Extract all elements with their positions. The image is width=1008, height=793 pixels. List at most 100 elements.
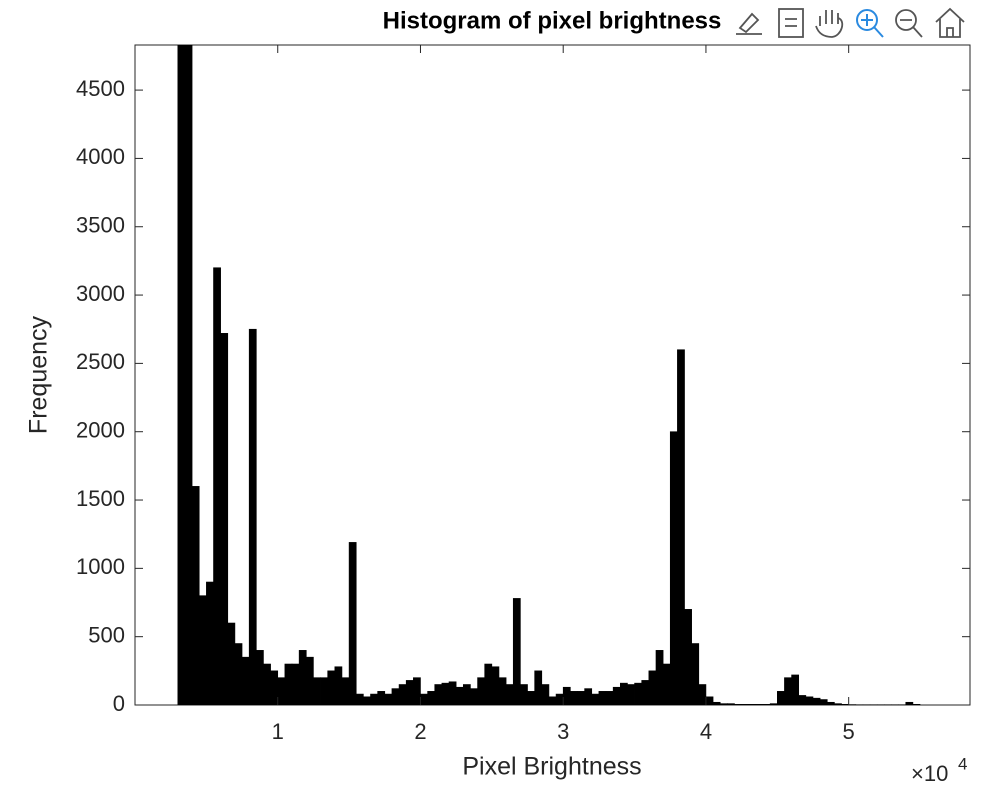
y-tick-label: 4500 [76, 76, 125, 101]
bar [656, 650, 663, 705]
bar [235, 644, 242, 705]
bar [770, 704, 777, 705]
bar [349, 542, 356, 705]
bar [249, 329, 256, 705]
y-axis-label: Frequency [25, 315, 53, 434]
y-tick-label: 3500 [76, 213, 125, 238]
chart-title: Histogram of pixel brightness [383, 7, 722, 34]
bar [670, 432, 677, 705]
bar [356, 694, 363, 705]
bar [834, 704, 841, 705]
y-tick-label: 500 [88, 622, 125, 647]
bar [306, 657, 313, 705]
bar [842, 704, 849, 705]
bar [513, 598, 520, 705]
bar [570, 691, 577, 705]
bar [263, 664, 270, 705]
bar [428, 691, 435, 705]
bar [185, 0, 192, 705]
bar [378, 691, 385, 705]
bar [313, 678, 320, 705]
toolbar-bg [722, 2, 972, 42]
bar [399, 685, 406, 705]
bar [406, 680, 413, 705]
y-tick-label: 2000 [76, 418, 125, 443]
bar [442, 683, 449, 705]
bar [906, 702, 913, 705]
bar [463, 685, 470, 705]
y-tick-label: 3000 [76, 281, 125, 306]
y-tick-label: 2500 [76, 349, 125, 374]
bar [299, 650, 306, 705]
y-tick-label: 0 [113, 691, 125, 716]
bar [321, 678, 328, 705]
bar [485, 664, 492, 705]
bar [499, 678, 506, 705]
bar [385, 694, 392, 705]
axes-box [135, 45, 970, 705]
bar [784, 678, 791, 705]
bar [420, 694, 427, 705]
bar [777, 691, 784, 705]
x-tick-label: 4 [700, 719, 712, 744]
bar [228, 623, 235, 705]
bar [792, 675, 799, 705]
bar [699, 685, 706, 705]
bar [214, 268, 221, 705]
bar [677, 350, 684, 705]
bar [242, 657, 249, 705]
bar [342, 678, 349, 705]
bar [685, 609, 692, 705]
bar [435, 685, 442, 705]
bar [706, 697, 713, 705]
bar [556, 694, 563, 705]
x-axis-label: Pixel Brightness [462, 753, 641, 781]
x-exponent-base: ×10 [911, 761, 948, 786]
bar [563, 687, 570, 705]
bar [734, 704, 741, 705]
bar [206, 582, 213, 705]
axes-toolbar [722, 2, 972, 42]
bar [520, 685, 527, 705]
bar [506, 685, 513, 705]
y-tick-label: 1500 [76, 486, 125, 511]
bar [642, 680, 649, 705]
bar [335, 667, 342, 705]
bar [278, 678, 285, 705]
bar [592, 694, 599, 705]
y-tick-label: 4000 [76, 144, 125, 169]
bar [528, 691, 535, 705]
y-tick-label: 1000 [76, 554, 125, 579]
bar [913, 704, 920, 705]
x-tick-label: 1 [272, 719, 284, 744]
bar [649, 671, 656, 705]
bar [763, 704, 770, 705]
bar [542, 685, 549, 705]
x-tick-label: 5 [843, 719, 855, 744]
bar [663, 664, 670, 705]
bar [456, 687, 463, 705]
bar [292, 664, 299, 705]
bar [599, 691, 606, 705]
bar [756, 704, 763, 705]
x-tick-label: 2 [414, 719, 426, 744]
bar [613, 687, 620, 705]
bar [577, 691, 584, 705]
bar [813, 698, 820, 705]
bar [199, 596, 206, 705]
x-exponent-power: 4 [958, 754, 967, 773]
bar [535, 671, 542, 705]
bar [727, 704, 734, 705]
bar [620, 683, 627, 705]
bar [285, 664, 292, 705]
bar [549, 697, 556, 705]
bar [606, 691, 613, 705]
bar [392, 689, 399, 705]
bar [627, 685, 634, 705]
x-tick-label: 3 [557, 719, 569, 744]
bar [449, 682, 456, 705]
bar [363, 697, 370, 705]
bar [192, 486, 199, 705]
bar [749, 704, 756, 705]
